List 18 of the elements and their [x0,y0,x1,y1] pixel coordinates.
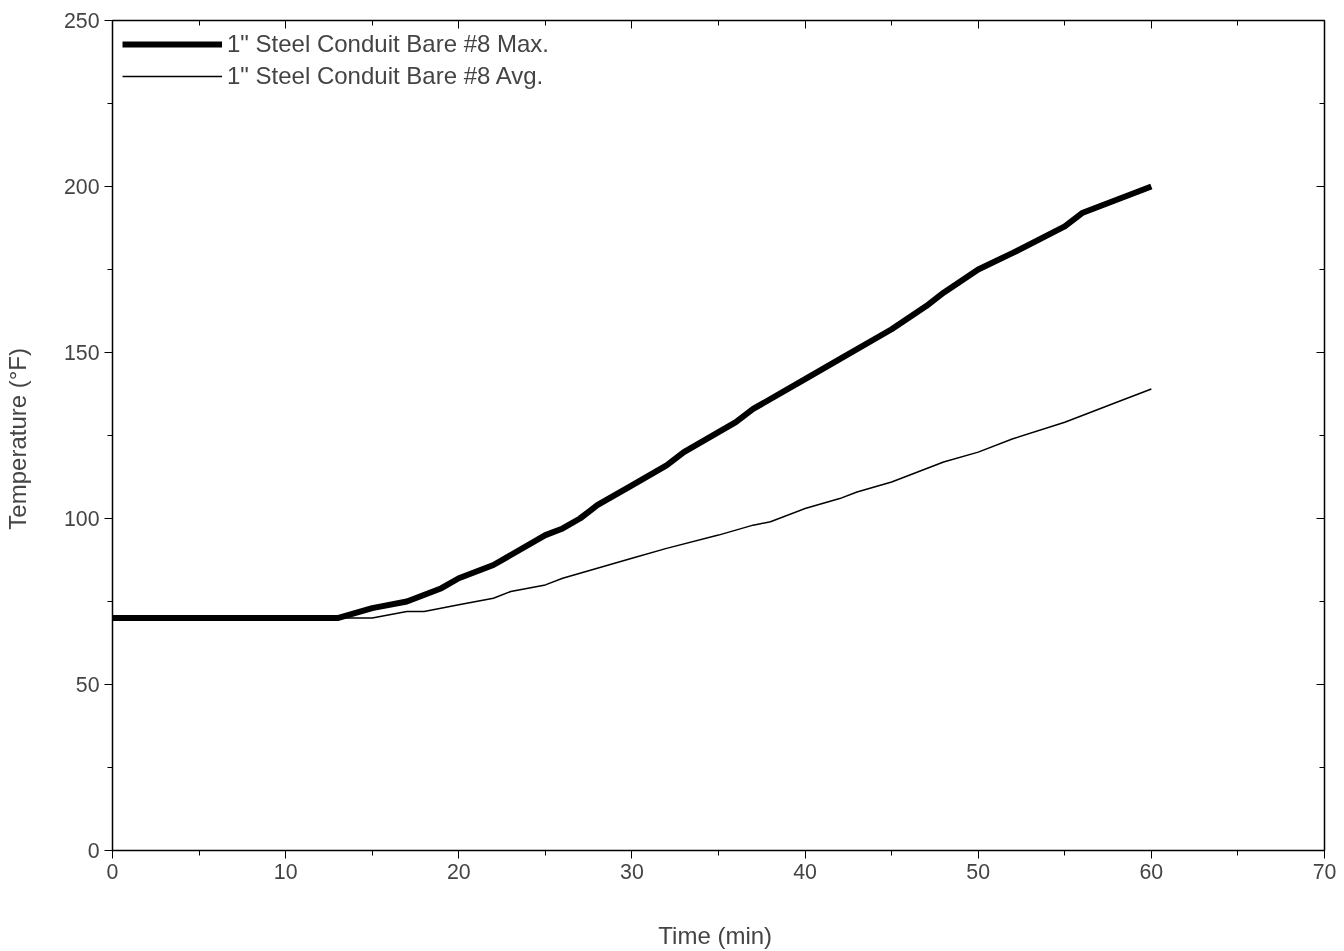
x-tick-label: 70 [1312,859,1337,884]
x-tick-label: 60 [1139,859,1164,884]
y-tick-label: 150 [63,341,100,365]
y-axis-title: Temperature (°F) [3,348,31,530]
legend-label: 1" Steel Conduit Bare #8 Max. [227,30,550,58]
x-tick-label: 50 [966,859,991,884]
y-tick-label: 0 [87,839,100,863]
y-tick-label: 200 [63,175,100,199]
y-tick-label: 250 [63,9,100,33]
x-tick-label: 20 [446,859,471,884]
y-tick-label: 50 [75,673,100,697]
x-tick-label: 0 [106,859,119,884]
legend-label: 1" Steel Conduit Bare #8 Avg. [227,62,544,90]
x-tick-label: 10 [273,859,298,884]
x-axis-title: Time (min) [658,921,773,949]
x-tick-label: 30 [620,859,644,884]
y-tick-label: 100 [63,507,100,531]
x-tick-label: 40 [793,859,818,884]
